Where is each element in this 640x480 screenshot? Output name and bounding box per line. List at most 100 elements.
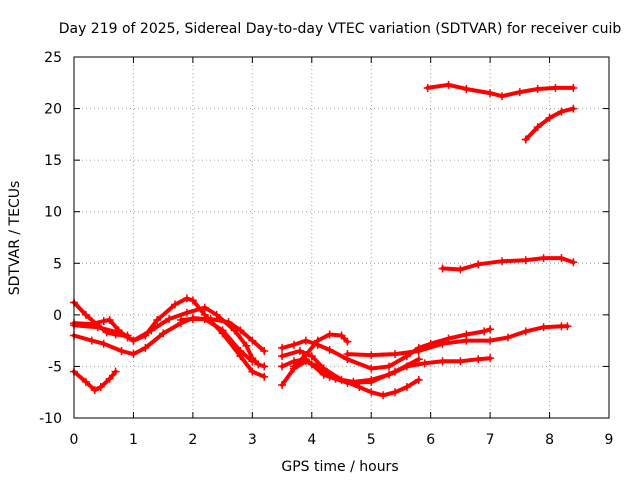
data-point — [456, 357, 465, 366]
x-axis-label: GPS time / hours — [281, 459, 398, 475]
data-point — [260, 362, 269, 371]
data-point — [557, 107, 566, 116]
data-point — [177, 316, 185, 325]
x-tick-label: 6 — [426, 432, 435, 448]
data-point — [349, 377, 358, 386]
data-point — [96, 383, 105, 392]
data-point — [385, 362, 394, 371]
data-point — [248, 354, 257, 363]
data-point — [260, 372, 269, 381]
data-point — [278, 362, 287, 371]
data-point — [533, 84, 542, 93]
data-point — [188, 296, 197, 305]
data-point — [278, 380, 287, 389]
data-point — [414, 346, 423, 355]
data-point — [569, 104, 578, 113]
data-point — [539, 323, 548, 332]
y-tick-label: 25 — [44, 50, 62, 66]
data-point — [242, 341, 251, 350]
data-point — [331, 374, 340, 383]
data-point — [498, 257, 506, 266]
data-point — [438, 357, 447, 366]
x-tick-label: 7 — [486, 432, 495, 448]
series-arc-13 — [438, 254, 578, 274]
ticks: 0 1 2 3 4 5 6 7 8 9 -10 -5 0 5 10 15 20 25 — [39, 50, 613, 448]
data-point — [301, 351, 310, 360]
data-point — [379, 391, 388, 400]
series-line — [440, 256, 576, 272]
data-point — [278, 343, 287, 352]
data-point — [248, 367, 257, 376]
data-point — [278, 352, 287, 361]
data-point — [289, 340, 298, 349]
x-tick-label: 2 — [188, 432, 197, 448]
data-point — [391, 388, 399, 397]
data-point — [254, 360, 263, 369]
data-point — [301, 336, 310, 345]
x-tick-label: 4 — [307, 432, 316, 448]
x-tick-label: 9 — [605, 432, 614, 448]
data-point — [307, 360, 316, 369]
series-line — [72, 296, 267, 379]
data-point — [337, 331, 346, 340]
data-point — [260, 346, 269, 355]
data-point — [444, 80, 453, 89]
data-point — [153, 316, 162, 325]
data-point — [521, 256, 530, 265]
data-point — [105, 374, 114, 383]
data-point — [474, 355, 483, 364]
data-point — [498, 92, 506, 101]
data-point — [462, 84, 471, 93]
data-point — [414, 355, 423, 364]
series-line — [72, 305, 267, 369]
data-point — [295, 346, 304, 355]
data-point — [423, 83, 432, 92]
x-tick-label: 1 — [129, 432, 138, 448]
data-point — [182, 308, 191, 317]
data-point — [129, 350, 138, 359]
data-point — [325, 345, 334, 354]
x-tick-label: 0 — [70, 432, 79, 448]
data-point — [551, 83, 560, 92]
data-point — [402, 383, 411, 392]
data-point — [105, 316, 114, 325]
data-point — [486, 89, 495, 98]
y-axis-label: SDTVAR / TECUs — [7, 181, 23, 296]
data-point — [367, 388, 376, 397]
data-point — [355, 383, 364, 392]
data-point — [385, 370, 394, 379]
data-point — [539, 254, 548, 263]
data-point — [93, 323, 102, 332]
series-line — [291, 332, 350, 369]
data-point — [307, 352, 316, 361]
data-point — [325, 330, 334, 339]
data-point — [367, 364, 376, 373]
data-point — [99, 317, 108, 326]
data-point — [515, 88, 524, 97]
data-point — [212, 310, 221, 319]
x-tick-label: 5 — [367, 432, 376, 448]
data-point — [569, 83, 578, 92]
y-tick-label: -10 — [39, 411, 62, 427]
series-arc-11 — [289, 330, 352, 371]
data-point — [438, 264, 447, 273]
series-arc-15 — [521, 104, 578, 144]
data-point — [474, 260, 483, 269]
data-point — [503, 333, 512, 342]
data-point — [236, 326, 245, 335]
data-point — [218, 326, 227, 335]
x-tick-label: 3 — [248, 432, 257, 448]
data-point — [117, 346, 126, 355]
grid — [74, 57, 609, 418]
data-point — [533, 123, 542, 132]
data-point — [188, 314, 197, 323]
data-point — [438, 339, 447, 348]
data-point — [402, 362, 411, 371]
data-point — [521, 135, 530, 144]
series-arc-6 — [177, 314, 269, 355]
y-tick-label: 15 — [44, 153, 62, 169]
data-point — [289, 362, 298, 371]
data-point — [545, 113, 554, 122]
y-tick-label: 20 — [44, 102, 62, 118]
plot-frame — [73, 56, 610, 419]
